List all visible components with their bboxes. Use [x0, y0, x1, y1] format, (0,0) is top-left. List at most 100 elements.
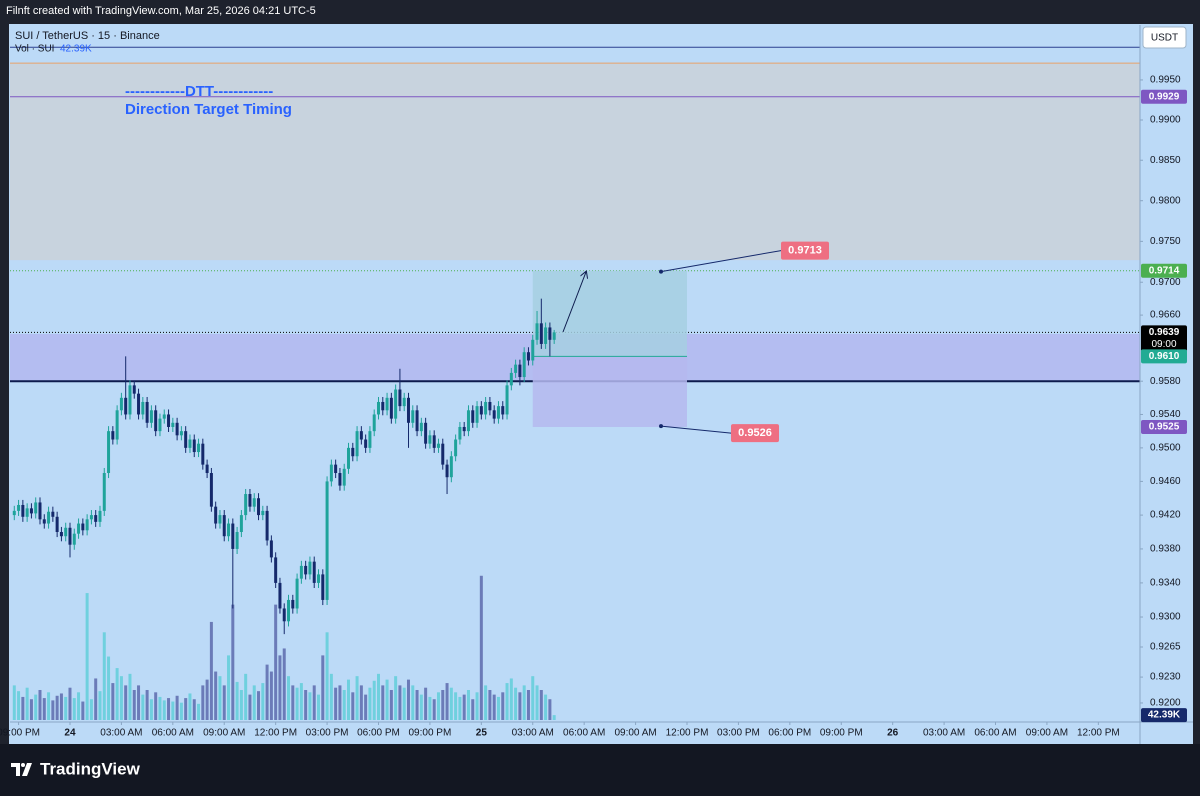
volume-bar [51, 700, 55, 720]
volume-bar [209, 621, 213, 720]
candle-body [274, 557, 278, 583]
candle-body [295, 578, 299, 609]
x-tick-label: 12:00 PM [254, 728, 297, 739]
x-tick-label: 03:00 AM [923, 728, 965, 739]
candle-body [252, 498, 256, 507]
volume-bar [115, 668, 119, 720]
y-tick-label: 0.9900 [1150, 115, 1181, 126]
candle-body [34, 502, 38, 514]
candle-body [205, 464, 209, 474]
candle-body [175, 422, 179, 436]
candle-body [484, 401, 488, 415]
candle-body [355, 431, 359, 457]
volume-bar [154, 692, 158, 720]
candle-body [38, 502, 42, 520]
volume-bar [227, 655, 231, 720]
volume-bar [325, 632, 329, 720]
candle-body [518, 364, 522, 378]
candle-body [85, 519, 89, 531]
candle-body [59, 531, 63, 537]
volume-bar [128, 673, 132, 720]
volume-bar [334, 687, 338, 720]
candle-body [466, 410, 470, 432]
candle-body [317, 574, 321, 583]
volume-bar [308, 692, 312, 720]
candle-body [89, 515, 93, 520]
candle-body [364, 439, 368, 448]
x-tick-label: 09:00 AM [1026, 728, 1068, 739]
volume-bar [261, 683, 265, 720]
candle-body [154, 410, 158, 432]
volume-title: Vol · SUI [15, 44, 54, 55]
candle-body [171, 422, 175, 427]
candle-body [329, 464, 333, 482]
brand-logo [11, 763, 32, 776]
x-tick-label: 09:00 AM [614, 728, 656, 739]
candle-body [239, 515, 243, 532]
currency-label[interactable]: USDT [1151, 33, 1178, 44]
volume-bar [372, 680, 376, 720]
x-tick-label: 25 [476, 728, 488, 739]
candle-body [282, 608, 286, 622]
x-tick-label: 06:00 AM [563, 728, 605, 739]
volume-chip [1141, 708, 1187, 723]
candle-body [334, 464, 338, 474]
volume-bar [364, 694, 368, 720]
candle-body [278, 582, 282, 609]
candle-body [424, 422, 428, 444]
annotation: ------------DTT------------ [125, 83, 273, 100]
volume-bar [424, 687, 428, 720]
x-tick-label: 09:00 PM [820, 728, 863, 739]
volume-bar [98, 691, 102, 720]
volume-bar [188, 693, 192, 720]
candle-body [222, 515, 226, 537]
candle-body [501, 406, 505, 415]
volume-bar [329, 673, 333, 720]
x-tick-label: 06:00 PM [357, 728, 400, 739]
price-chip-label: 0.9610 [1149, 351, 1180, 362]
x-tick-label: 09:00 PM [0, 728, 40, 739]
y-tick-label: 0.9950 [1150, 75, 1181, 86]
volume-bar [38, 690, 42, 720]
volume-bar [278, 655, 282, 720]
volume-bar [321, 655, 325, 720]
volume-value: 42.39K [60, 44, 92, 55]
callout-line [660, 250, 782, 273]
volume-bar [89, 699, 93, 720]
callout-box [731, 424, 780, 443]
y-tick-label: 0.9540 [1150, 409, 1181, 420]
currency-button[interactable] [1142, 26, 1187, 49]
x-tick-label: 12:00 PM [1077, 728, 1120, 739]
volume-bar [445, 683, 449, 720]
candle-body [351, 447, 355, 457]
candle-body [338, 473, 342, 486]
volume-bar [34, 694, 38, 720]
x-tick-label: 03:00 PM [306, 728, 349, 739]
candle-body [51, 511, 55, 517]
candle-body [132, 385, 136, 394]
candle-body [479, 406, 483, 415]
candle-body [436, 443, 440, 448]
candle-body [548, 327, 552, 340]
volume-bar [25, 687, 29, 720]
candle-body [385, 397, 389, 411]
candle-body [188, 439, 192, 448]
y-tick-label: 0.9300 [1150, 612, 1181, 623]
candle-body [231, 523, 235, 549]
volume-bar [552, 715, 556, 720]
volume-bar [184, 698, 188, 720]
callout-box [781, 241, 830, 260]
candle-body [526, 352, 530, 361]
candle-body [321, 574, 325, 600]
candle-body [209, 473, 213, 507]
candle-body [167, 414, 171, 427]
volume-bar [488, 690, 492, 720]
callout-dot [659, 269, 664, 274]
volume-bar [248, 694, 252, 720]
candle-body [68, 527, 72, 545]
volume-bar [505, 683, 509, 720]
candle-body [55, 516, 59, 532]
volume-bar [531, 676, 535, 720]
